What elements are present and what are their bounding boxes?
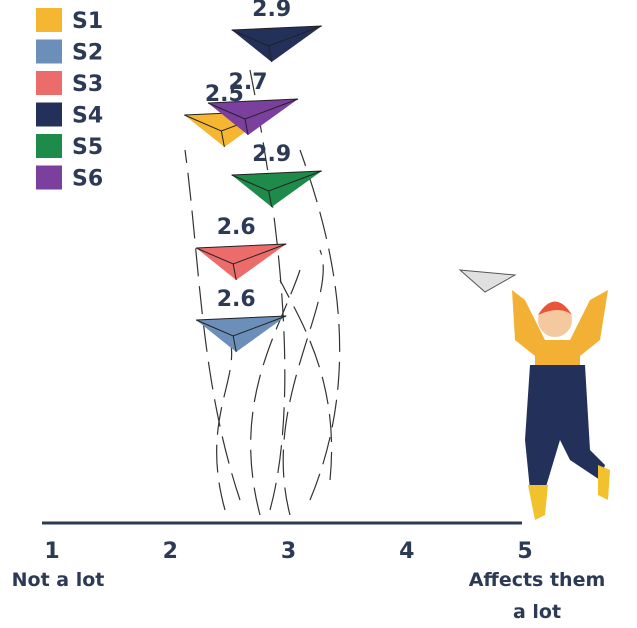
trails [184, 69, 341, 516]
legend-swatch [36, 8, 62, 32]
legend-label: S1 [72, 9, 103, 34]
x-end-label: Affects them a lot [468, 569, 606, 623]
legend-swatch [36, 165, 62, 190]
plane-fold [207, 98, 299, 136]
legend-label: S4 [72, 104, 103, 129]
x-tick-label: 4 [399, 539, 414, 564]
plane-group [196, 315, 287, 353]
value-label: 2.9 [252, 0, 291, 22]
x-tick-label: 3 [281, 539, 296, 564]
legend-label: S3 [72, 72, 103, 97]
legend-swatch [36, 134, 62, 158]
x-end-label: Not a lot [11, 569, 105, 591]
legend-label: S2 [72, 41, 103, 66]
legend-label: S6 [72, 167, 103, 192]
plane-group [196, 243, 287, 281]
plane-group [231, 170, 322, 208]
jumping-person [458, 269, 610, 520]
legend-label: S5 [72, 135, 103, 160]
plane-group [207, 98, 299, 136]
value-label: 2.6 [217, 287, 256, 312]
value-label: 2.7 [229, 70, 268, 95]
plane-fold [231, 25, 322, 63]
legend-swatch [36, 102, 62, 127]
legend-swatch [36, 39, 62, 64]
value-label: 2.6 [217, 215, 256, 240]
x-tick-label: 5 [517, 539, 532, 564]
legend-swatch [36, 71, 62, 95]
plane-fold [196, 243, 287, 281]
value-label: 2.9 [252, 142, 291, 167]
x-tick-label: 2 [163, 539, 178, 564]
plane-fold [196, 315, 287, 353]
x-tick-label: 1 [44, 539, 59, 564]
plane-group [231, 25, 322, 63]
plane-fold [231, 170, 322, 208]
